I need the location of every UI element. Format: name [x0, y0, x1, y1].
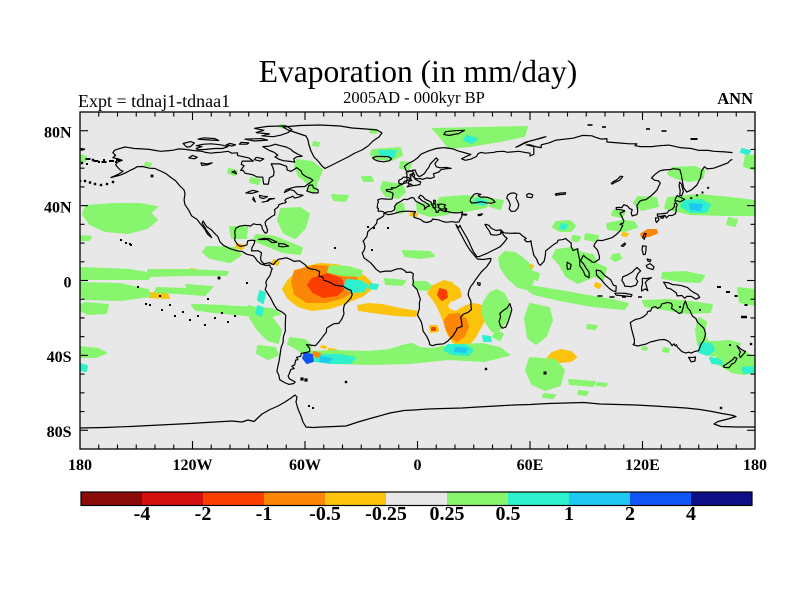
svg-text:2: 2	[625, 503, 635, 525]
svg-text:40N: 40N	[44, 199, 72, 216]
svg-text:180: 180	[68, 457, 92, 474]
svg-text:2005AD - 000kyr BP: 2005AD - 000kyr BP	[343, 88, 485, 107]
svg-text:0.25: 0.25	[430, 503, 465, 525]
svg-text:Expt = tdnaj1-tdnaa1: Expt = tdnaj1-tdnaa1	[78, 91, 230, 111]
svg-text:80S: 80S	[47, 424, 72, 441]
svg-text:-1: -1	[256, 503, 273, 525]
svg-text:-0.5: -0.5	[309, 503, 341, 525]
svg-text:120W: 120W	[173, 457, 213, 474]
svg-text:0: 0	[414, 457, 422, 474]
svg-text:ANN: ANN	[717, 89, 753, 108]
svg-text:-4: -4	[134, 503, 151, 525]
svg-text:60E: 60E	[517, 457, 544, 474]
svg-text:0: 0	[64, 274, 72, 291]
svg-text:40S: 40S	[47, 349, 72, 366]
svg-text:Evaporation (in mm/day): Evaporation (in mm/day)	[259, 54, 577, 89]
svg-text:-2: -2	[195, 503, 212, 525]
svg-text:4: 4	[686, 503, 696, 525]
svg-text:0.5: 0.5	[496, 503, 521, 525]
svg-text:60W: 60W	[289, 457, 321, 474]
svg-text:120E: 120E	[625, 457, 660, 474]
svg-text:180: 180	[743, 457, 767, 474]
svg-text:-0.25: -0.25	[365, 503, 407, 525]
svg-text:1: 1	[564, 503, 574, 525]
svg-text:80N: 80N	[44, 125, 72, 142]
